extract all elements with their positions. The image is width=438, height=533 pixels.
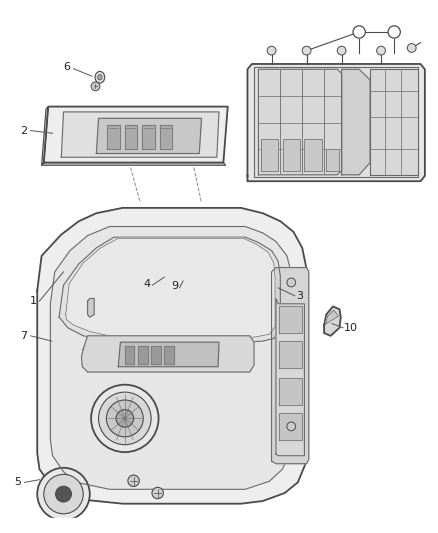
Polygon shape <box>81 336 254 372</box>
Circle shape <box>106 400 143 437</box>
Circle shape <box>302 46 311 55</box>
Circle shape <box>128 475 139 487</box>
Polygon shape <box>342 69 370 175</box>
Polygon shape <box>88 298 94 317</box>
Polygon shape <box>247 64 425 181</box>
Polygon shape <box>272 268 309 464</box>
Text: 4: 4 <box>143 279 150 288</box>
Circle shape <box>91 82 100 91</box>
Ellipse shape <box>95 71 105 83</box>
Circle shape <box>37 468 90 520</box>
Circle shape <box>337 46 346 55</box>
Polygon shape <box>325 310 339 324</box>
Polygon shape <box>59 237 280 342</box>
Bar <box>0 518 438 533</box>
Circle shape <box>44 474 83 514</box>
Circle shape <box>287 422 296 431</box>
Polygon shape <box>44 107 228 163</box>
Polygon shape <box>279 306 302 333</box>
Circle shape <box>99 392 151 445</box>
Polygon shape <box>164 346 174 364</box>
Circle shape <box>91 385 159 452</box>
Text: 3: 3 <box>297 291 304 301</box>
Polygon shape <box>37 208 307 504</box>
Circle shape <box>407 44 416 52</box>
Circle shape <box>116 410 134 427</box>
Circle shape <box>287 278 296 287</box>
Polygon shape <box>66 238 275 338</box>
Polygon shape <box>107 125 120 149</box>
Text: 2: 2 <box>21 126 28 135</box>
Polygon shape <box>142 125 155 149</box>
Polygon shape <box>125 346 134 364</box>
Polygon shape <box>254 67 418 177</box>
Text: 10: 10 <box>343 323 357 333</box>
Polygon shape <box>279 341 302 368</box>
Polygon shape <box>261 139 278 171</box>
Polygon shape <box>304 139 322 171</box>
Polygon shape <box>61 112 219 157</box>
Polygon shape <box>326 149 339 171</box>
Polygon shape <box>50 227 291 489</box>
Polygon shape <box>125 125 137 149</box>
Polygon shape <box>279 413 302 440</box>
Text: 1: 1 <box>29 296 36 306</box>
Polygon shape <box>276 298 304 456</box>
Circle shape <box>353 26 365 38</box>
Circle shape <box>267 46 276 55</box>
Text: 6: 6 <box>63 62 70 71</box>
Polygon shape <box>138 346 148 364</box>
Text: 5: 5 <box>14 478 21 487</box>
Polygon shape <box>96 118 201 154</box>
Polygon shape <box>370 69 418 175</box>
Polygon shape <box>42 163 226 165</box>
Circle shape <box>388 26 400 38</box>
Text: 9: 9 <box>172 281 179 291</box>
Polygon shape <box>283 139 300 171</box>
Polygon shape <box>279 378 302 405</box>
Polygon shape <box>42 107 48 165</box>
Polygon shape <box>118 342 219 367</box>
Circle shape <box>377 46 385 55</box>
Circle shape <box>56 486 71 502</box>
Polygon shape <box>160 125 172 149</box>
Ellipse shape <box>98 75 102 80</box>
Text: 7: 7 <box>21 331 28 341</box>
Polygon shape <box>151 346 161 364</box>
Circle shape <box>152 487 163 499</box>
Polygon shape <box>258 69 342 175</box>
Polygon shape <box>324 306 341 336</box>
